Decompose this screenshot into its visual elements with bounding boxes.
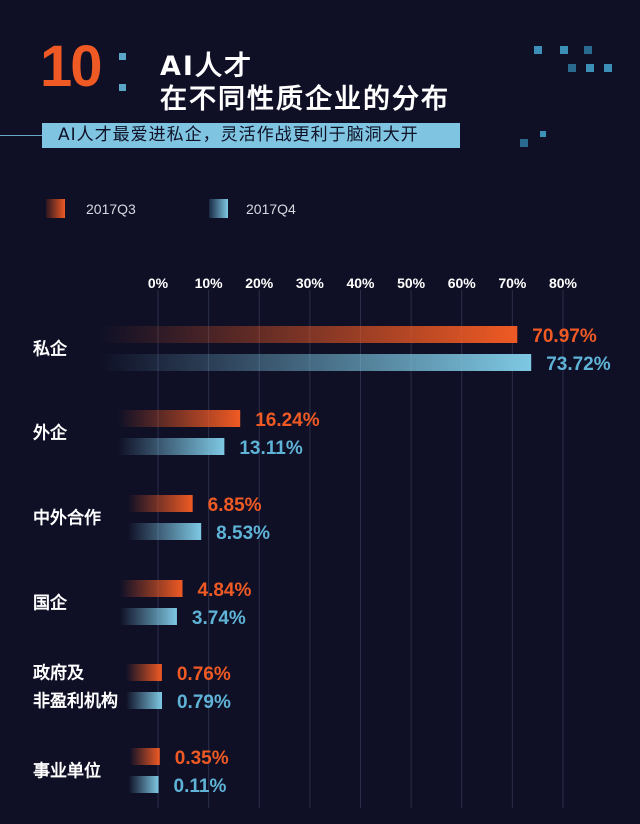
- data-label-q4: 0.11%: [174, 776, 227, 797]
- decor-pixel: [534, 46, 542, 54]
- colon-dot-top: [119, 53, 126, 60]
- category-label: 中外合作: [33, 508, 101, 529]
- x-tick-label: 50%: [397, 275, 426, 291]
- data-label-q3: 70.97%: [532, 326, 597, 347]
- data-label-q3: 0.35%: [175, 748, 229, 769]
- page-title-line1: AI人才: [160, 51, 253, 82]
- category-label: 事业单位: [33, 761, 101, 782]
- x-tick-label: 70%: [498, 275, 527, 291]
- bar-q4: [120, 608, 177, 625]
- data-label-q3: 6.85%: [208, 495, 262, 516]
- x-tick-label: 40%: [346, 275, 375, 291]
- decor-pixel: [604, 64, 612, 72]
- bar-q3: [120, 580, 183, 597]
- bar-q4: [126, 692, 162, 709]
- data-label-q4: 8.53%: [216, 523, 270, 544]
- decor-pixel: [568, 64, 576, 72]
- category-label: 私企: [33, 339, 68, 360]
- data-label-q3: 16.24%: [255, 410, 320, 431]
- x-tick-label: 80%: [549, 275, 578, 291]
- bar-q4: [100, 354, 532, 371]
- decor-pixel: [520, 139, 528, 147]
- bar-q4: [128, 523, 202, 540]
- page-title-line2: 在不同性质企业的分布: [160, 84, 450, 115]
- bar-q3: [129, 748, 160, 765]
- data-label-q4: 3.74%: [192, 608, 246, 629]
- legend-label-q4: 2017Q4: [246, 201, 296, 217]
- data-label-q4: 0.79%: [177, 692, 231, 713]
- x-tick-label: 30%: [296, 275, 325, 291]
- x-tick-label: 20%: [245, 275, 274, 291]
- bar-q4: [128, 776, 159, 793]
- bar-q3: [100, 326, 518, 343]
- data-label-q3: 0.76%: [177, 664, 231, 685]
- decor-pixel: [584, 46, 592, 54]
- legend-swatch-q4: [209, 199, 228, 218]
- colon-dot-bottom: [119, 84, 126, 91]
- bar-q4: [118, 438, 225, 455]
- subtitle-banner: AI人才最爱进私企，灵活作战更利于脑洞大开: [42, 123, 460, 148]
- data-label-q3: 4.84%: [198, 580, 252, 601]
- x-tick-label: 0%: [148, 275, 169, 291]
- data-label-q4: 73.72%: [546, 354, 611, 375]
- category-label: 政府及: [33, 663, 85, 684]
- bar-q3: [118, 410, 241, 427]
- legend-label-q3: 2017Q3: [86, 201, 136, 217]
- section-number: 10: [40, 34, 102, 99]
- decor-pixel: [560, 46, 568, 54]
- bar-q3: [128, 495, 193, 512]
- decor-pixel: [540, 131, 546, 137]
- legend-swatch-q3: [46, 199, 65, 218]
- category-label: 外企: [33, 423, 68, 444]
- category-label: 国企: [33, 593, 68, 614]
- bar-q3: [126, 664, 162, 681]
- x-tick-label: 10%: [195, 275, 224, 291]
- x-tick-label: 60%: [448, 275, 477, 291]
- category-label: 非盈利机构: [33, 691, 118, 712]
- data-label-q4: 13.11%: [239, 438, 302, 459]
- decor-pixel: [586, 64, 594, 72]
